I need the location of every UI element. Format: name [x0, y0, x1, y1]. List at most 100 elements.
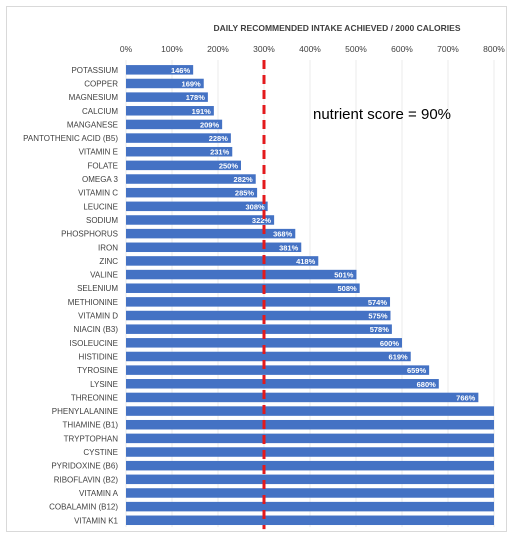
bar-value-label: 575% [368, 312, 388, 321]
category-label: POTASSIUM [71, 66, 118, 75]
bar [126, 297, 391, 307]
x-tick-label: 600% [391, 44, 413, 54]
bar-value-label: 169% [182, 79, 202, 88]
category-label: OMEGA 3 [82, 175, 119, 184]
bar [126, 106, 214, 116]
category-label: VITAMIN A [79, 489, 119, 498]
category-label: LYSINE [90, 380, 118, 389]
bar [126, 365, 430, 375]
category-label: ZINC [99, 257, 118, 266]
bar-value-label: 659% [407, 366, 427, 375]
category-label: PANTOTHENIC ACID (B5) [23, 134, 118, 143]
gridlines [125, 60, 495, 528]
x-tick-label: 500% [345, 44, 367, 54]
bar-value-label: 766% [456, 393, 476, 402]
x-tick-label: 0% [120, 44, 133, 54]
category-labels: POTASSIUM COPPER MAGNESIUM CALCIUM MANGANESE… [23, 66, 118, 525]
category-label: TRYPTOPHAN [64, 434, 119, 443]
category-label: PYRIDOXINE (B6) [51, 462, 118, 471]
bar [126, 146, 233, 157]
category-label: ISOLEUCINE [70, 339, 118, 348]
bar-value-label: 228% [209, 134, 229, 143]
bar [126, 215, 275, 225]
bars [126, 65, 494, 526]
bar [126, 228, 296, 239]
category-label: VITAMIN E [79, 148, 118, 157]
category-label: LEUCINE [83, 202, 118, 211]
bar [126, 201, 268, 212]
bar [126, 501, 494, 512]
category-label: CYSTINE [83, 448, 118, 457]
category-label: CALCIUM [82, 107, 118, 116]
category-label: VITAMIN D [78, 312, 118, 321]
bar-value-label: 285% [235, 189, 255, 198]
bar-value-label: 308% [245, 202, 265, 211]
bar [126, 338, 402, 348]
bar [126, 488, 494, 498]
category-label: VALINE [90, 271, 118, 280]
category-label: METHIONINE [68, 298, 118, 307]
category-label: HISTIDINE [78, 352, 118, 361]
bar-value-label: 282% [234, 175, 254, 184]
bar-value-label: 322% [252, 216, 272, 225]
category-label: NIACIN (B3) [74, 325, 119, 334]
bar-value-label: 146% [171, 66, 191, 75]
bar [126, 78, 204, 89]
bar-value-label: 178% [186, 93, 206, 102]
bar [126, 269, 357, 280]
bar [126, 474, 494, 485]
bar-value-label: 574% [368, 298, 388, 307]
bar-value-label: 619% [389, 352, 409, 361]
bar [126, 379, 439, 389]
bar [126, 119, 223, 130]
bar-value-label: 418% [296, 257, 316, 266]
bar-value-label: 381% [279, 243, 299, 252]
bar [126, 433, 494, 444]
category-label: VITAMIN K1 [74, 516, 118, 525]
bar [126, 160, 241, 171]
category-label: PHENYLALANINE [52, 407, 118, 416]
x-axis-ticks: 0% 100% 200% 300% 400% 500% 600% 700% 800% [120, 44, 505, 54]
category-label: THREONINE [71, 393, 118, 402]
bar-value-label: 191% [192, 107, 212, 116]
bar [126, 283, 360, 293]
bar [126, 133, 231, 143]
category-label: PHOSPHORUS [61, 230, 118, 239]
bar-value-label: 600% [380, 339, 400, 348]
bar [126, 65, 194, 75]
bar [126, 515, 494, 526]
x-tick-label: 200% [207, 44, 229, 54]
bar [126, 351, 411, 362]
x-tick-label: 100% [161, 44, 183, 54]
chart-frame [6, 6, 507, 532]
category-label: MANGANESE [67, 120, 118, 129]
bar-value-label: 231% [210, 148, 230, 157]
bar [126, 460, 494, 471]
bar [126, 324, 392, 334]
bar-value-label: 368% [273, 230, 293, 239]
bar-value-label: 578% [370, 325, 390, 334]
category-label: IRON [98, 243, 118, 252]
category-label: FOLATE [87, 161, 118, 170]
category-label: SODIUM [86, 216, 118, 225]
x-tick-label: 700% [437, 44, 459, 54]
category-label: COPPER [84, 79, 118, 88]
x-tick-label: 800% [483, 44, 505, 54]
bar-value-label: 508% [337, 284, 357, 293]
bar [126, 174, 256, 184]
bar-value-label: 680% [417, 380, 437, 389]
x-tick-label: 300% [253, 44, 275, 54]
category-label: MAGNESIUM [69, 93, 119, 102]
value-labels: 146% 169% 178% 191% 209% 228% 231% 250% 282% 285%… [171, 66, 476, 403]
category-label: VITAMIN C [78, 189, 118, 198]
nutrient-score-annotation: nutrient score = 90% [313, 106, 451, 123]
category-label: RIBOFLAVIN (B2) [54, 475, 119, 484]
bar-value-label: 501% [334, 271, 354, 280]
bar [126, 406, 494, 416]
bar [126, 92, 208, 102]
bar-value-label: 250% [219, 161, 239, 170]
x-tick-label: 400% [299, 44, 321, 54]
category-label: SELENIUM [77, 284, 118, 293]
bar [126, 187, 258, 198]
